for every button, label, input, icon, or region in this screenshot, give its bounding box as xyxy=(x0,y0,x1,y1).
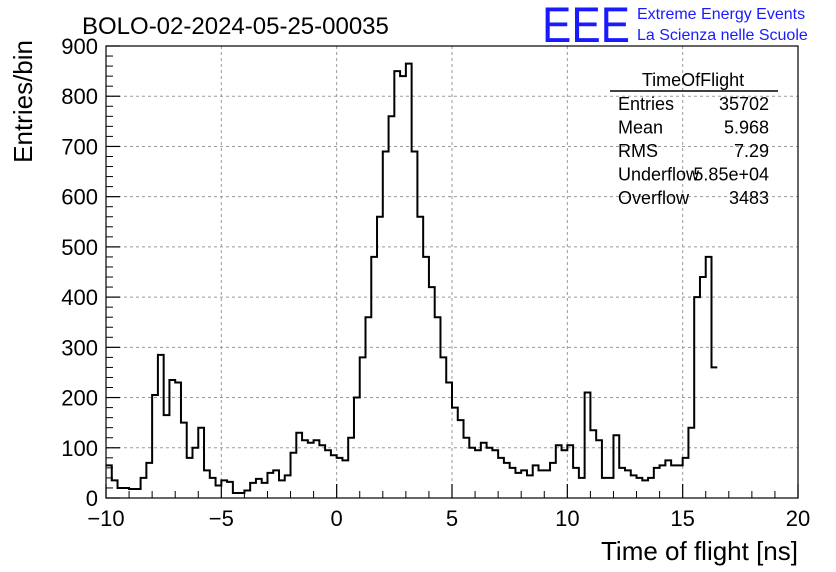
eee-logo: EEE Extreme Energy Events La Scienza nel… xyxy=(542,0,808,53)
stats-value: 5.85e+04 xyxy=(693,165,769,185)
x-tick-label: 10 xyxy=(555,506,579,531)
y-tick-label: 900 xyxy=(61,34,98,59)
eee-logo-mark: EEE xyxy=(542,0,630,53)
x-tick-label: 0 xyxy=(331,506,343,531)
stats-value: 3483 xyxy=(729,188,769,208)
stats-label: RMS xyxy=(618,141,658,161)
stats-value: 7.29 xyxy=(734,141,769,161)
stats-value: 35702 xyxy=(719,94,769,114)
y-tick-label: 200 xyxy=(61,386,98,411)
y-tick-label: 400 xyxy=(61,285,98,310)
stats-label: Underflow xyxy=(618,165,700,185)
stats-label: Entries xyxy=(618,94,674,114)
x-tick-label: −10 xyxy=(87,506,124,531)
x-axis-title: Time of flight [ns] xyxy=(601,536,798,566)
x-tick-label: 15 xyxy=(670,506,694,531)
histogram-line xyxy=(106,62,718,494)
x-tick-label: 20 xyxy=(786,506,810,531)
y-axis-title: Entries/bin xyxy=(8,40,38,163)
stats-label: Mean xyxy=(618,118,663,138)
y-tick-label: 300 xyxy=(61,335,98,360)
grid xyxy=(106,46,798,498)
y-tick-label: 600 xyxy=(61,185,98,210)
y-tick-label: 100 xyxy=(61,436,98,461)
stats-label: Overflow xyxy=(618,188,690,208)
stats-title: TimeOfFlight xyxy=(642,70,744,90)
axis-ticks: −10 −5 0 5 10 15 20010020030040050060070080090… xyxy=(61,34,810,531)
y-tick-label: 700 xyxy=(61,134,98,159)
chart-title: BOLO-02-2024-05-25-00035 xyxy=(82,13,389,40)
y-tick-label: 500 xyxy=(61,235,98,260)
stats-box: TimeOfFlight Entries 35702 Mean 5.968 RMS 7.2… xyxy=(610,70,778,208)
logo-line-2: La Scienza nelle Scuole xyxy=(637,27,808,44)
y-tick-label: 800 xyxy=(61,84,98,109)
y-tick-label: 0 xyxy=(86,486,98,511)
stats-rows: Entries 35702 Mean 5.968 RMS 7.29 Underflow5.8… xyxy=(618,94,769,208)
logo-line-1: Extreme Energy Events xyxy=(637,6,805,23)
stats-value: 5.968 xyxy=(724,118,769,138)
x-tick-label: 5 xyxy=(446,506,458,531)
x-tick-label: −5 xyxy=(209,506,234,531)
histogram xyxy=(106,62,718,494)
